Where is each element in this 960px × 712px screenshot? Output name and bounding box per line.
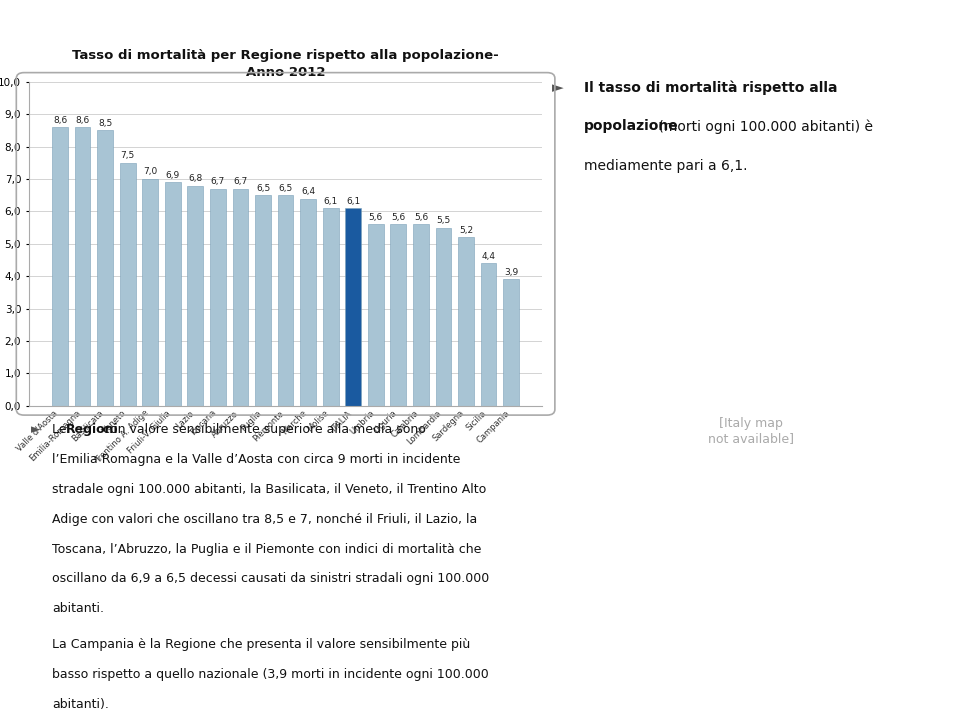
Text: 6,7: 6,7 [211,177,225,187]
Bar [187,186,204,406]
Text: l’Emilia Romagna e la Valle d’Aosta con circa 9 morti in incidente: l’Emilia Romagna e la Valle d’Aosta con … [52,453,460,466]
Text: con valore sensibilmente superiore alla media sono: con valore sensibilmente superiore alla … [99,423,426,436]
Text: Le: Le [52,423,70,436]
Bar [232,189,249,406]
Bar [300,199,316,406]
Text: Il tasso di mortalità rispetto alla: Il tasso di mortalità rispetto alla [584,80,837,95]
Bar [120,163,135,406]
Bar [346,208,361,406]
Text: abitanti.: abitanti. [52,602,104,615]
Text: 3,9: 3,9 [504,268,518,277]
Bar [368,224,384,406]
Text: 6,7: 6,7 [233,177,248,187]
Text: popolazione: popolazione [584,120,679,133]
Text: 6,4: 6,4 [301,187,315,196]
Bar [142,179,158,406]
Text: 7,5: 7,5 [121,151,134,160]
Text: 6,8: 6,8 [188,174,203,183]
Bar [277,195,294,406]
Text: ►: ► [32,423,41,436]
Text: Regioni: Regioni [66,423,118,436]
Bar [481,263,496,406]
Bar [97,130,113,406]
Text: 5,5: 5,5 [437,216,450,225]
Text: oscillano da 6,9 a 6,5 decessi causati da sinistri stradali ogni 100.000: oscillano da 6,9 a 6,5 decessi causati d… [52,572,490,585]
Text: 6,5: 6,5 [278,184,293,193]
Text: ►: ► [552,80,564,95]
Bar [458,237,474,406]
Text: 8,6: 8,6 [76,115,89,125]
Text: 7,0: 7,0 [143,167,157,177]
Text: abitanti).: abitanti). [52,698,108,711]
Text: Toscana, l’Abruzzo, la Puglia e il Piemonte con indici di mortalità che: Toscana, l’Abruzzo, la Puglia e il Piemo… [52,543,481,555]
Text: Tasso di Mortalità rispetto alla Popolazione – Anno 2012: Tasso di Mortalità rispetto alla Popolaz… [0,22,960,53]
Text: 6,9: 6,9 [166,171,180,179]
Bar [255,195,271,406]
Text: 8,6: 8,6 [53,115,67,125]
Text: 6,1: 6,1 [324,197,338,206]
Bar [391,224,406,406]
Text: 5,2: 5,2 [459,226,473,235]
Text: 6,5: 6,5 [256,184,270,193]
Text: 5,6: 5,6 [392,213,405,222]
Text: [Italy map
not available]: [Italy map not available] [708,417,794,445]
Text: Adige con valori che oscillano tra 8,5 e 7, nonché il Friuli, il Lazio, la: Adige con valori che oscillano tra 8,5 e… [52,513,477,525]
Text: stradale ogni 100.000 abitanti, la Basilicata, il Veneto, il Trentino Alto: stradale ogni 100.000 abitanti, la Basil… [52,483,486,496]
Bar [413,224,429,406]
Text: (morti ogni 100.000 abitanti) è: (morti ogni 100.000 abitanti) è [654,120,873,134]
Text: 8,5: 8,5 [98,119,112,128]
Title: Tasso di mortalità per Regione rispetto alla popolazione-
Anno 2012: Tasso di mortalità per Regione rispetto … [72,49,499,79]
Bar [52,127,68,406]
Text: La Campania è la Regione che presenta il valore sensibilmente più: La Campania è la Regione che presenta il… [52,638,470,651]
Text: 4,4: 4,4 [482,252,495,261]
Bar [436,228,451,406]
Text: 5,6: 5,6 [369,213,383,222]
Bar [165,182,180,406]
Text: basso rispetto a quello nazionale (3,9 morti in incidente ogni 100.000: basso rispetto a quello nazionale (3,9 m… [52,668,489,681]
Text: 6,1: 6,1 [347,197,360,206]
Text: 5,6: 5,6 [414,213,428,222]
Bar [323,208,339,406]
Bar [503,280,519,406]
Bar [210,189,226,406]
Text: mediamente pari a 6,1.: mediamente pari a 6,1. [584,159,748,173]
Bar [75,127,90,406]
